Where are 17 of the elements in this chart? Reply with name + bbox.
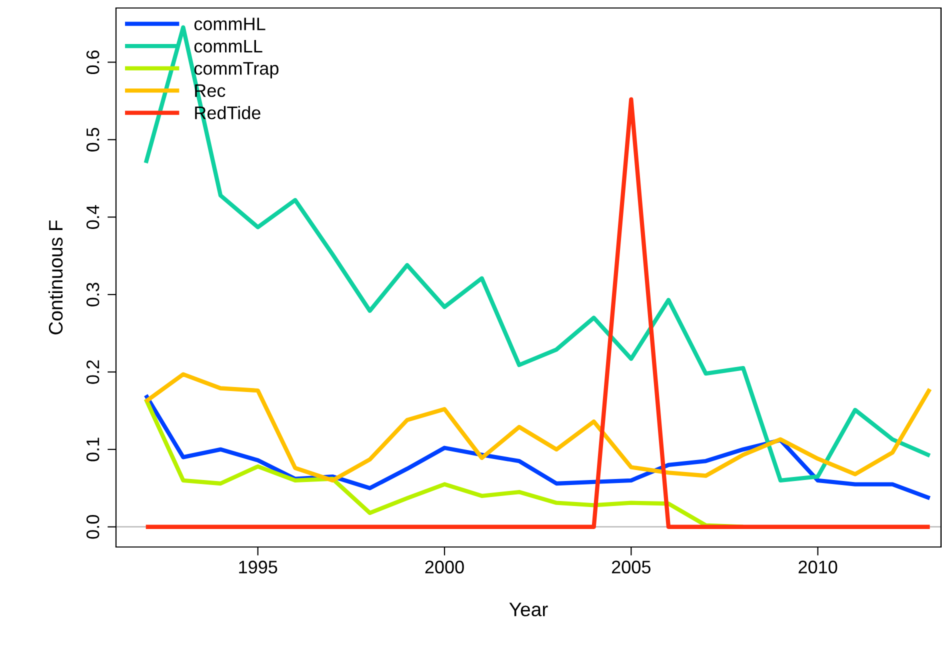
- y-tick-label: 0.3: [86, 282, 100, 306]
- y-tick-label: 0.4: [86, 205, 100, 229]
- x-tick-label: 2010: [798, 560, 838, 574]
- line-series: [144, 372, 932, 482]
- y-tick-label: 0.1: [86, 438, 100, 462]
- legend-label: commTrap: [194, 62, 278, 78]
- y-tick-label: 0.0: [86, 515, 100, 539]
- x-axis-title: Year: [509, 602, 548, 616]
- x-tick-label: 1995: [239, 560, 278, 574]
- y-tick-label: 0.5: [86, 128, 100, 152]
- y-axis-title: Continuous F: [48, 220, 63, 334]
- x-tick-label: 2000: [425, 560, 464, 574]
- legend-label: commHL: [194, 18, 266, 30]
- legend-label: commLL: [194, 40, 262, 53]
- y-tick-label: 0.6: [86, 50, 100, 74]
- y-tick-label: 0.2: [86, 360, 100, 384]
- x-tick-label: 2005: [612, 560, 650, 574]
